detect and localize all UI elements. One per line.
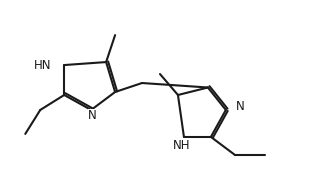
Text: N: N: [236, 100, 245, 113]
Text: NH: NH: [173, 139, 190, 152]
Text: HN: HN: [34, 59, 52, 71]
Text: N: N: [88, 110, 97, 122]
